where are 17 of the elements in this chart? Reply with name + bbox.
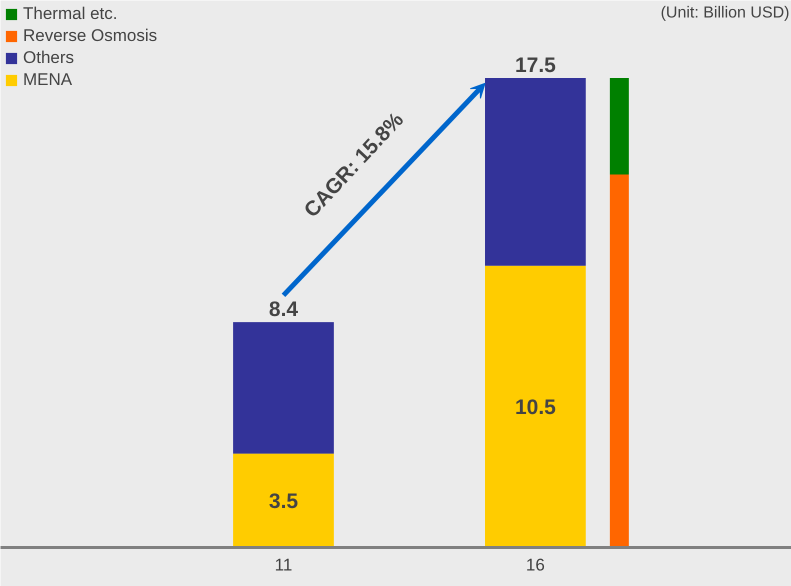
data-label: 3.5 <box>268 490 298 514</box>
bar <box>485 78 586 266</box>
bar <box>610 174 629 548</box>
legend-label: Thermal etc. <box>23 4 118 24</box>
legend-label: MENA <box>23 70 72 90</box>
bar <box>233 454 334 548</box>
bar <box>485 266 586 548</box>
bar <box>233 322 334 454</box>
total-label: 8.4 <box>268 298 298 322</box>
text: (Unit: Billion USD) <box>660 4 790 22</box>
x-tick-label: 11 <box>274 556 292 574</box>
legend-label: Others <box>23 48 74 68</box>
legend-label: Reverse Osmosis <box>23 26 158 46</box>
x-tick-label: 16 <box>526 556 545 574</box>
bar <box>610 78 629 175</box>
data-label: 10.5 <box>514 396 556 420</box>
total-label: 17.5 <box>514 54 556 77</box>
